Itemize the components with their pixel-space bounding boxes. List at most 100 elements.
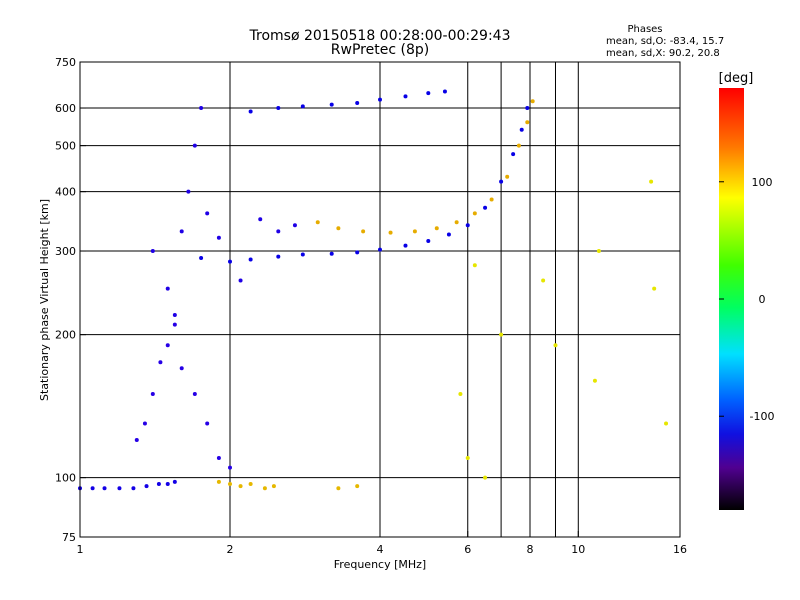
data-point bbox=[179, 366, 184, 371]
series-f-layer-o-trace bbox=[199, 106, 530, 264]
data-point bbox=[592, 378, 597, 383]
x-tick-label: 10 bbox=[571, 543, 585, 556]
data-point bbox=[172, 322, 177, 327]
phase-box-x-stats: mean, sd,X: 90.2, 20.8 bbox=[606, 48, 720, 59]
data-point bbox=[165, 286, 170, 291]
data-point bbox=[276, 229, 281, 234]
data-points bbox=[78, 89, 669, 491]
data-point bbox=[511, 152, 516, 157]
data-point bbox=[144, 484, 149, 489]
data-point bbox=[262, 486, 267, 491]
phase-box-title: Phases bbox=[627, 24, 662, 35]
data-point bbox=[465, 455, 470, 460]
y-tick-label: 600 bbox=[55, 102, 76, 115]
x-tick-label: 16 bbox=[673, 543, 687, 556]
data-point bbox=[199, 106, 204, 111]
data-point bbox=[179, 229, 184, 234]
data-point bbox=[276, 106, 281, 111]
data-point bbox=[186, 189, 191, 194]
data-point bbox=[355, 484, 360, 489]
data-point bbox=[205, 421, 210, 426]
series-es-yellow-echo bbox=[216, 479, 360, 491]
colorbar-ticks: 100 0 -100 bbox=[719, 176, 774, 423]
data-point bbox=[426, 238, 431, 243]
data-point bbox=[458, 392, 463, 397]
colorbar-tick-label: 0 bbox=[759, 293, 766, 306]
data-point bbox=[228, 465, 232, 470]
data-point bbox=[483, 475, 488, 480]
y-axis: 75 100 200 300 400 500 600 750 bbox=[55, 56, 86, 544]
data-point bbox=[172, 479, 177, 484]
data-point bbox=[199, 256, 204, 261]
data-point bbox=[412, 229, 417, 234]
data-point bbox=[192, 392, 197, 397]
data-point bbox=[300, 252, 305, 257]
data-point bbox=[102, 486, 107, 491]
series-f-layer-x-trace bbox=[315, 99, 535, 235]
data-point bbox=[142, 421, 147, 426]
data-point bbox=[649, 179, 654, 184]
data-point bbox=[505, 174, 510, 179]
data-point bbox=[403, 243, 408, 248]
data-point bbox=[525, 106, 530, 111]
data-point bbox=[519, 127, 524, 132]
data-point bbox=[472, 263, 477, 268]
data-point bbox=[248, 257, 253, 262]
y-tick-label: 200 bbox=[55, 329, 76, 342]
data-point bbox=[378, 247, 382, 252]
data-point bbox=[489, 197, 494, 202]
series-scattered-noise bbox=[458, 179, 669, 480]
data-point bbox=[205, 211, 210, 216]
data-point bbox=[300, 104, 305, 109]
x-tick-label: 2 bbox=[227, 543, 234, 556]
data-point bbox=[596, 249, 601, 254]
x-axis-label: Frequency [MHz] bbox=[334, 558, 426, 571]
x-tick-label: 1 bbox=[77, 543, 84, 556]
x-tick-label: 4 bbox=[377, 543, 384, 556]
data-point bbox=[158, 360, 163, 365]
data-point bbox=[403, 94, 408, 99]
data-point bbox=[483, 205, 488, 210]
data-point bbox=[258, 217, 263, 222]
data-point bbox=[156, 481, 161, 486]
y-tick-label: 300 bbox=[55, 245, 76, 258]
data-point bbox=[442, 89, 447, 94]
grid-lines bbox=[80, 62, 680, 537]
data-point bbox=[216, 479, 221, 484]
data-point bbox=[165, 481, 170, 486]
y-tick-label: 75 bbox=[62, 531, 76, 544]
colorbar-tick-label: 100 bbox=[752, 176, 773, 189]
data-point bbox=[465, 223, 470, 228]
data-point bbox=[329, 251, 334, 256]
colorbar-tick-label: -100 bbox=[750, 410, 775, 423]
data-point bbox=[378, 97, 382, 102]
series-low-spread-echo bbox=[134, 322, 232, 470]
x-tick-label: 8 bbox=[527, 543, 534, 556]
x-axis: 1 2 4 6 8 10 16 bbox=[77, 531, 687, 556]
data-point bbox=[499, 179, 504, 184]
phase-box-o-stats: mean, sd,O: -83.4, 15.7 bbox=[606, 36, 724, 47]
data-point bbox=[192, 143, 197, 148]
series-e-layer-echo bbox=[78, 479, 177, 491]
data-point bbox=[134, 438, 139, 443]
data-point bbox=[454, 220, 459, 225]
data-point bbox=[499, 332, 504, 337]
data-point bbox=[276, 254, 281, 259]
chart-subtitle: RwPretec (8p) bbox=[331, 42, 429, 58]
chart-title: Tromsø 20150518 00:28:00-00:29:43 bbox=[249, 28, 511, 44]
data-point bbox=[315, 220, 320, 225]
data-point bbox=[472, 211, 477, 216]
y-tick-label: 500 bbox=[55, 140, 76, 153]
series-oblique-upper-echo bbox=[248, 89, 447, 114]
data-point bbox=[292, 223, 297, 228]
data-point bbox=[248, 109, 253, 114]
data-point bbox=[525, 120, 530, 125]
data-point bbox=[553, 343, 558, 348]
data-point bbox=[388, 230, 393, 235]
data-point bbox=[426, 91, 431, 96]
data-point bbox=[248, 481, 253, 486]
data-point bbox=[216, 455, 221, 460]
data-point bbox=[238, 278, 243, 283]
data-point bbox=[150, 249, 155, 254]
